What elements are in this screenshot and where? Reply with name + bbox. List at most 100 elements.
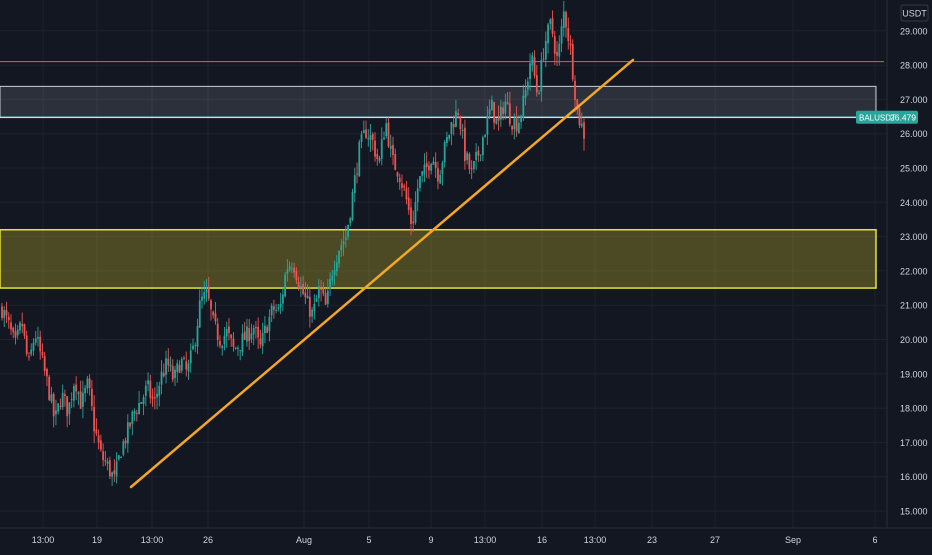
candle-body [293, 267, 296, 273]
candle-body [187, 363, 190, 372]
candle-body [232, 338, 235, 347]
candle-body [317, 286, 320, 299]
candle-body [243, 331, 246, 341]
candle-body [394, 154, 397, 171]
candle-body [214, 313, 217, 322]
candle-body [369, 135, 372, 140]
demand-zone[interactable] [0, 228, 877, 289]
candle-body [302, 283, 305, 294]
candle-body [457, 113, 460, 115]
candle-body [356, 173, 358, 175]
candle-body [113, 470, 116, 474]
candle-body [207, 287, 210, 299]
candle-body [149, 380, 152, 398]
candle-body [553, 36, 556, 54]
y-tick-label: 15.000 [900, 507, 928, 517]
x-tick-label: 27 [710, 535, 720, 545]
candle-body [246, 326, 248, 342]
candle-body [475, 151, 478, 161]
candle-body [441, 162, 444, 174]
y-tick-label: 18.000 [900, 404, 928, 414]
candle-body [84, 387, 87, 394]
candle-body [3, 310, 6, 318]
candle-body [284, 274, 287, 297]
candle-body [250, 333, 253, 340]
x-tick-label: 13:00 [474, 535, 497, 545]
candle-body [178, 365, 181, 373]
candle-body [398, 177, 401, 182]
last-price-tag: BALUSDT 26.479 [856, 110, 918, 124]
candle-body [538, 92, 540, 95]
candle-body [380, 139, 383, 159]
candle-body [279, 304, 282, 308]
candle-body [147, 380, 149, 385]
candle-body [14, 331, 17, 338]
candle-body [580, 124, 583, 127]
candle-body [508, 103, 511, 125]
candle-body [174, 369, 176, 378]
y-tick-label: 26.000 [900, 129, 928, 139]
x-tick-label: 19 [92, 535, 102, 545]
candle-body [196, 326, 199, 347]
candle-body [365, 129, 367, 138]
candle-body [490, 100, 493, 111]
x-axis[interactable]: 13:00 19 13:00 26 Aug 5 9 13:00 16 13:00 23 27 Sep 6 [0, 527, 932, 545]
trendline[interactable] [129, 58, 635, 489]
candle-body [347, 225, 349, 237]
candle-body [205, 289, 208, 293]
candle-body [430, 163, 433, 171]
candle-body [331, 275, 334, 281]
candle-body [225, 329, 228, 337]
candle-body [556, 52, 558, 56]
candle-body [549, 19, 552, 24]
candle-body [311, 309, 314, 317]
candle-body [234, 347, 237, 349]
candle-body [481, 137, 484, 156]
candle-body [324, 293, 327, 305]
candle-body [504, 101, 507, 114]
candle-body [50, 394, 53, 402]
candle-body [88, 378, 91, 388]
candle-body [122, 441, 125, 455]
candle-body [81, 392, 84, 407]
candle-body [124, 440, 127, 444]
candle-body [135, 413, 138, 415]
y-axis[interactable]: 15.000 16.000 17.000 18.000 19.000 20.000 21.0… [886, 0, 928, 528]
candle-body [484, 135, 487, 138]
candle-body [434, 162, 437, 169]
candle-body [470, 168, 473, 170]
candle-body [468, 153, 471, 170]
candle-body [574, 80, 576, 100]
candle-body [70, 399, 73, 401]
candle-body [264, 325, 266, 334]
candle-body [126, 422, 129, 444]
candle-body [477, 150, 480, 156]
candle-body [499, 106, 502, 120]
candle-body [479, 154, 482, 156]
candle-body [252, 327, 255, 335]
candle-body [117, 455, 120, 460]
candle-body [540, 60, 543, 92]
candle-body [153, 397, 156, 399]
candle-body [221, 345, 224, 349]
candle-body [428, 165, 430, 171]
candle-body [66, 396, 69, 417]
candle-body [407, 197, 410, 210]
supply-zone[interactable] [0, 85, 877, 119]
candle-body [571, 44, 574, 80]
candle-body [93, 406, 96, 432]
candle-body [392, 144, 394, 156]
candle-body [569, 43, 572, 46]
candle-body [104, 460, 107, 462]
x-tick-label: 13:00 [584, 535, 607, 545]
candle-body [133, 410, 136, 414]
candle-body [241, 333, 244, 353]
currency-badge[interactable] [900, 4, 929, 22]
candle-body [131, 411, 134, 425]
candle-body [544, 40, 547, 60]
candle-body [387, 122, 390, 147]
candle-body [43, 355, 46, 371]
candle-body [171, 366, 174, 380]
